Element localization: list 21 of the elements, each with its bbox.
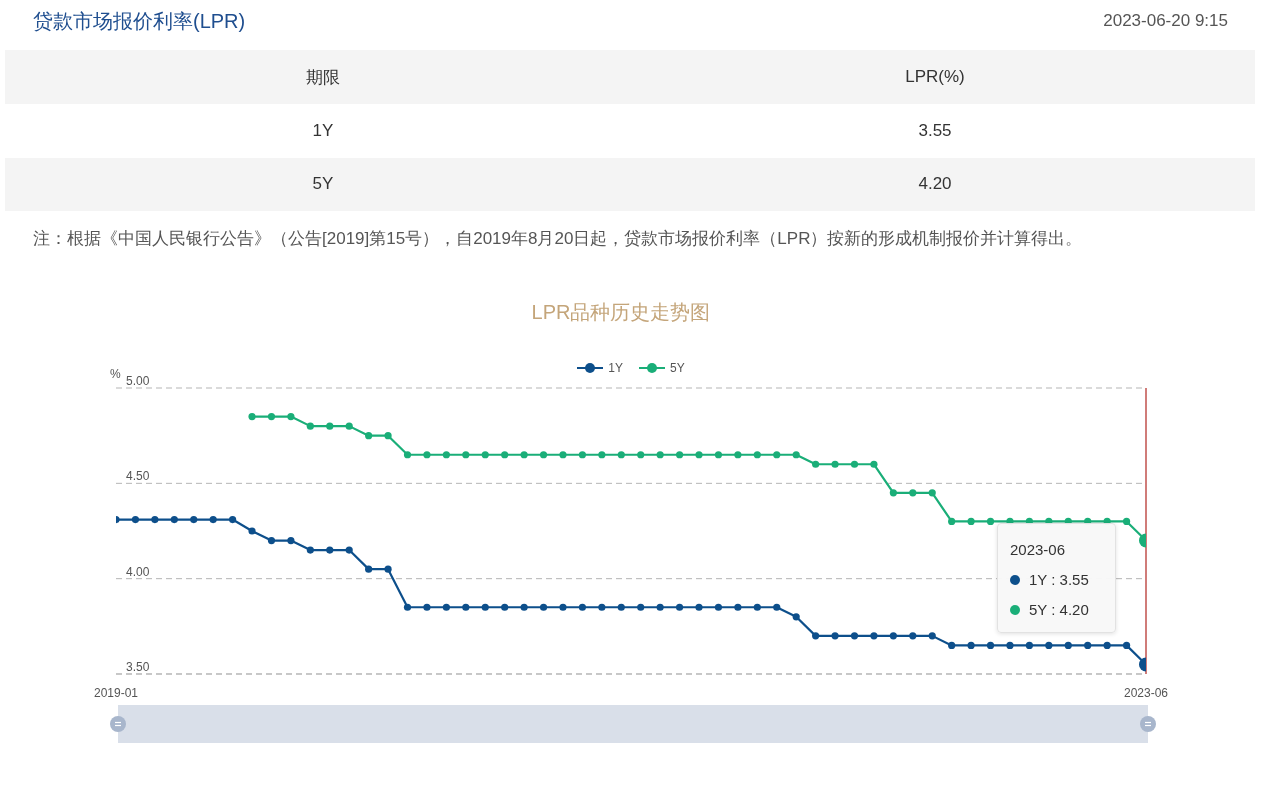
text: 2023-06-20 9:15 xyxy=(1103,11,1228,30)
annotation: 2023-06 xyxy=(1010,541,1066,558)
y-axis-title: % xyxy=(110,367,121,381)
text: 期限 xyxy=(306,66,340,89)
text: 贷款市场报价利率(LPR) xyxy=(33,10,246,32)
y-tick-label: 5.00 xyxy=(126,374,150,388)
data-label: 4.20 xyxy=(918,174,952,195)
annotation: 1Y : 3.55 xyxy=(1029,571,1089,588)
legend-label: 1Y xyxy=(608,361,623,375)
y-tick-label: 3.50 xyxy=(126,660,150,674)
category-label: 5Y xyxy=(312,174,334,195)
x-tick-label: 2019-01 xyxy=(93,685,139,700)
text: LPR(%) xyxy=(905,67,965,87)
data-label: 3.55 xyxy=(918,120,952,141)
y-tick-label: 4.50 xyxy=(126,469,150,484)
annotation: 5Y : 4.20 xyxy=(1029,601,1089,618)
text: 注：根据《中国人民银行公告》（公告[2019]第15号），自2019年8月20日起，贷款市场报价利率（LPR）按新的形成机制报价并计算得出。 xyxy=(33,229,1083,248)
legend-label: 5Y xyxy=(670,361,685,375)
chart-title: LPR品种历史走势图 xyxy=(531,301,711,323)
category-label: 1Y xyxy=(312,120,334,141)
y-tick-label: 4.00 xyxy=(126,564,150,579)
